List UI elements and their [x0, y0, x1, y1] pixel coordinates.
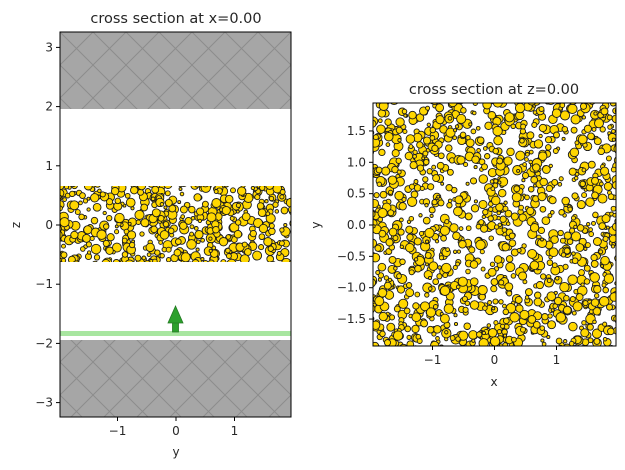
y-tick-label: 1 — [45, 159, 53, 173]
y-tick-label: −2 — [35, 336, 53, 350]
left-plot-xlabel: y — [172, 445, 179, 459]
source-plane — [60, 331, 291, 336]
right-plot-ylabel: y — [309, 221, 323, 228]
left-plot-title: cross section at x=0.00 — [90, 11, 261, 27]
source-arrow-icon — [167, 305, 184, 333]
y-tick-label: 0 — [45, 218, 53, 232]
right-plot: cross section at z=0.00 −1 0 1 −1.5 −1.0 −0.5… — [309, 82, 617, 389]
right-plot-xlabel: x — [490, 375, 497, 389]
y-tick-label: −0.5 — [337, 249, 366, 263]
x-tick-label: 0 — [491, 353, 499, 367]
x-tick-label: 1 — [553, 353, 561, 367]
x-tick-label: −1 — [424, 353, 442, 367]
x-tick-label: −1 — [109, 424, 127, 438]
x-tick-label: 0 — [172, 424, 180, 438]
y-tick-label: 0.5 — [347, 187, 366, 201]
x-tick-label: 1 — [231, 424, 239, 438]
right-plot-title: cross section at z=0.00 — [409, 82, 579, 98]
bottom-substrate — [60, 340, 291, 417]
y-tick-label: −1 — [35, 277, 53, 291]
y-tick-label: 1.5 — [347, 124, 366, 138]
particle-cross-section — [373, 103, 616, 346]
y-tick-label: 2 — [45, 100, 53, 114]
right-plot-ticks: −1 0 1 −1.5 −1.0 −0.5 0.0 0.5 1.0 1.5 — [337, 124, 560, 367]
y-tick-label: 3 — [45, 40, 53, 54]
left-plot-ticks: −1 0 1 −3 −2 −1 0 1 2 3 — [35, 40, 238, 438]
top-substrate — [60, 32, 291, 109]
y-tick-label: 1.0 — [347, 155, 366, 169]
y-tick-label: 0.0 — [347, 218, 366, 232]
y-tick-label: −1.5 — [337, 312, 366, 326]
y-tick-label: −1.0 — [337, 281, 366, 295]
left-plot: cross section at x=0.00 −1 0 1 −3 −2 −1 0 1 2 3 y… — [9, 11, 292, 459]
left-plot-ylabel: z — [9, 222, 23, 228]
particle-layer — [60, 186, 291, 262]
y-tick-label: −3 — [35, 396, 53, 410]
